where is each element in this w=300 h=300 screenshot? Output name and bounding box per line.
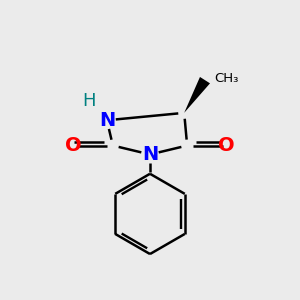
Text: N: N	[99, 111, 115, 130]
Text: N: N	[142, 145, 158, 164]
Text: O: O	[218, 136, 235, 155]
Text: H: H	[82, 92, 96, 110]
Text: CH₃: CH₃	[214, 72, 238, 85]
Text: O: O	[65, 136, 82, 155]
Polygon shape	[184, 77, 210, 113]
